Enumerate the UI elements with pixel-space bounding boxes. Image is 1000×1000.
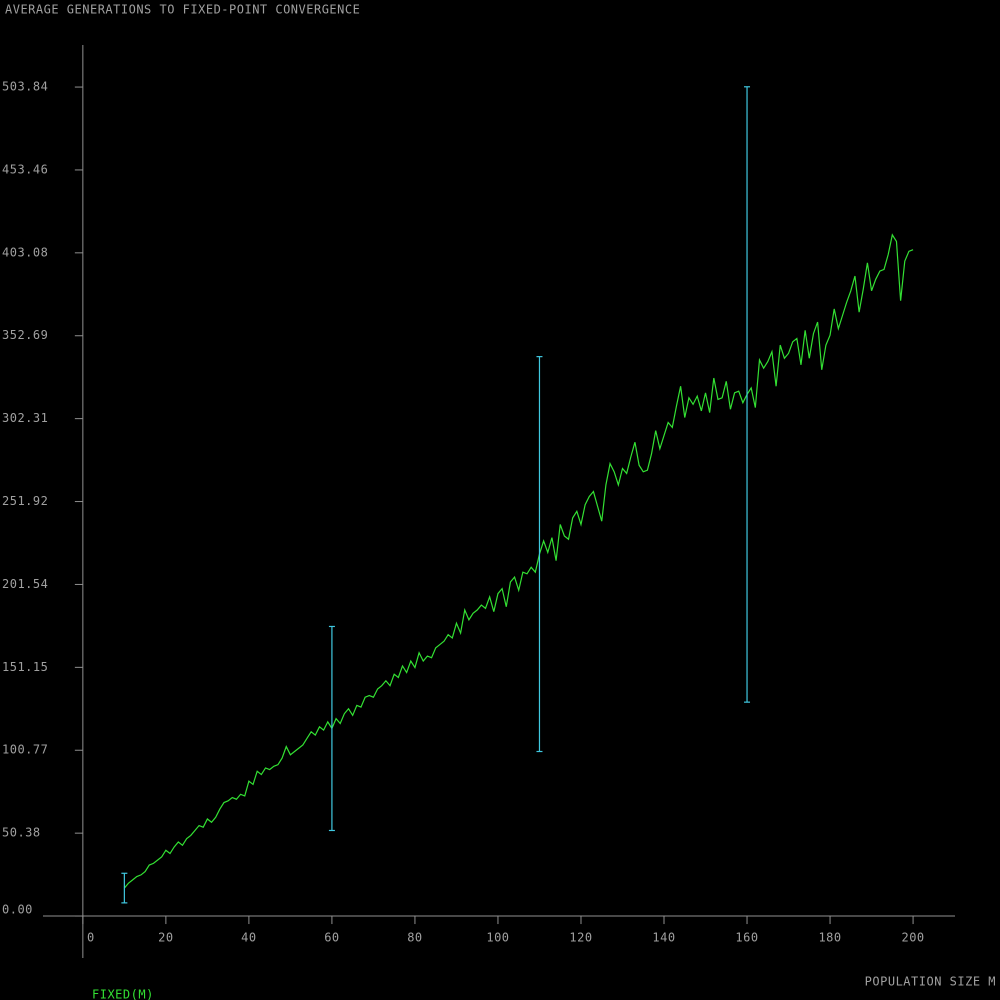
y-tick-label: 403.08 (2, 245, 48, 259)
y-tick-label: 302.31 (2, 411, 48, 425)
x-tick-label: 200 (901, 931, 924, 945)
x-tick-label: 140 (652, 931, 675, 945)
x-tick-label: 80 (407, 931, 422, 945)
legend-label: FIXED(M) (92, 988, 154, 1000)
y-tick-label: 352.69 (2, 328, 48, 342)
x-tick-label: 60 (324, 931, 339, 945)
x-tick-label: 40 (241, 931, 256, 945)
x-tick-label: 120 (569, 931, 592, 945)
data-line (123, 233, 914, 889)
y-tick-label: 453.46 (2, 162, 48, 176)
y-tick-label: 0.00 (2, 903, 33, 917)
x-tick-label: 100 (486, 931, 509, 945)
x-tick-label: 20 (158, 931, 173, 945)
x-tick-label: 180 (818, 931, 841, 945)
x-tick-label: 0 (87, 931, 95, 945)
chart-title: AVERAGE GENERATIONS TO FIXED-POINT CONVE… (5, 3, 360, 17)
y-tick-label: 201.54 (2, 577, 48, 591)
x-axis-label: POPULATION SIZE M (865, 975, 996, 989)
y-tick-label: 100.77 (2, 743, 48, 757)
x-tick-label: 160 (735, 931, 758, 945)
y-tick-label: 503.84 (2, 80, 48, 94)
y-tick-label: 251.92 (2, 494, 48, 508)
y-tick-label: 50.38 (2, 826, 41, 840)
y-tick-label: 151.15 (2, 660, 48, 674)
